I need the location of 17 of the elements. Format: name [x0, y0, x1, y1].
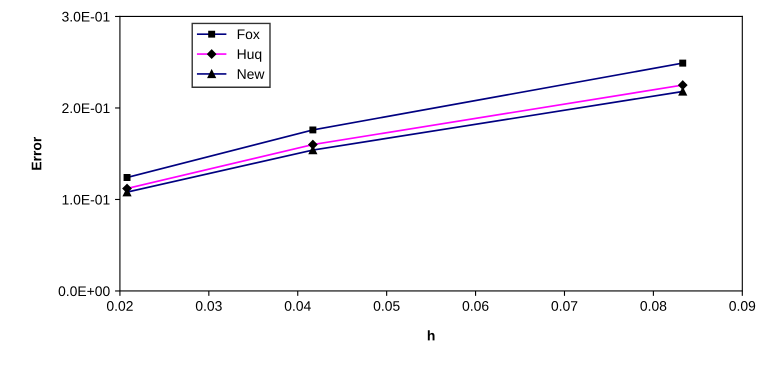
legend-label: Huq	[238, 49, 262, 62]
x-tick-label: 0.02	[106, 301, 133, 311]
legend-label: New	[238, 69, 264, 79]
y-tick-label: 2.0E-01	[62, 103, 110, 114]
x-tick-label: 0.09	[729, 301, 756, 311]
x-tick-label: 0.05	[374, 301, 400, 311]
y-tick-label: 3.0E-01	[62, 12, 110, 22]
legend-label: Fox	[238, 29, 260, 40]
x-tick-label: 0.04	[284, 301, 311, 311]
y-tick-label: 1.0E-01	[62, 194, 110, 205]
x-axis-title: h	[428, 330, 434, 340]
x-tick-label: 0.03	[196, 301, 222, 311]
y-axis-title: Error	[32, 136, 42, 170]
y-tick-label: 0.0E+00	[58, 286, 110, 296]
x-tick-label: 0.06	[462, 301, 488, 311]
x-tick-label: 0.08	[640, 301, 666, 311]
x-tick-label: 0.07	[552, 301, 578, 311]
